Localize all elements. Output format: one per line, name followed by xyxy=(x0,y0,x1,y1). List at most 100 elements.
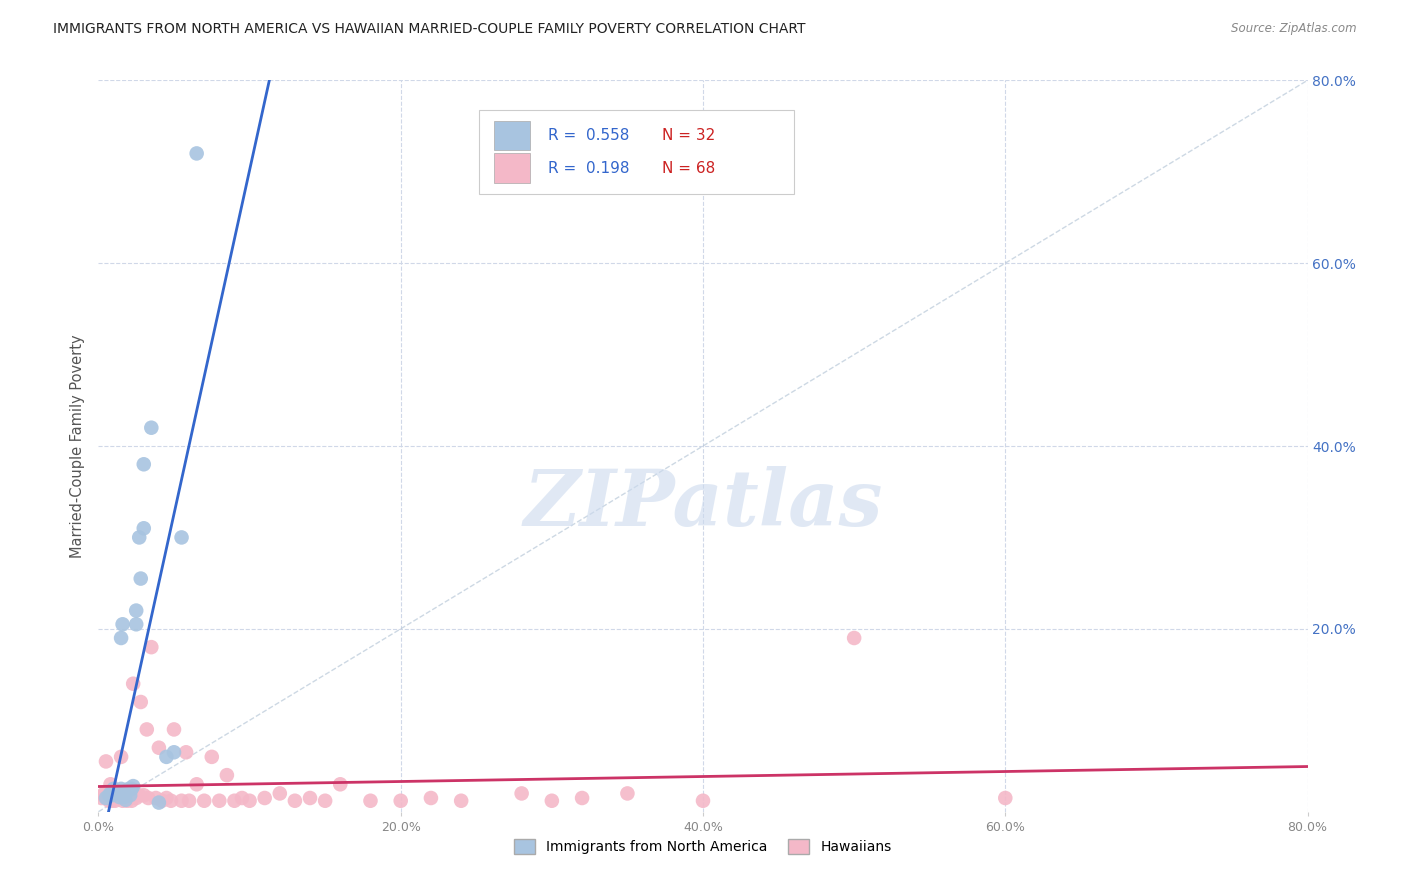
Point xyxy=(90,791,112,805)
Point xyxy=(104,794,127,808)
Point xyxy=(163,723,186,737)
Point xyxy=(145,791,167,805)
Point xyxy=(314,794,336,808)
Point xyxy=(107,784,129,798)
Point xyxy=(141,421,163,435)
Point xyxy=(208,794,231,808)
Bar xyxy=(494,120,530,150)
Text: N = 32: N = 32 xyxy=(662,128,714,143)
Point xyxy=(129,572,152,586)
Point xyxy=(510,787,533,801)
Point xyxy=(179,794,201,808)
Point xyxy=(125,603,148,617)
Point xyxy=(93,787,115,801)
Bar xyxy=(494,153,530,183)
Point xyxy=(112,790,135,805)
Point xyxy=(692,794,714,808)
Y-axis label: Married-Couple Family Poverty: Married-Couple Family Poverty xyxy=(70,334,86,558)
Point xyxy=(420,791,443,805)
Point xyxy=(129,695,152,709)
Point xyxy=(94,784,117,798)
Text: R =  0.198: R = 0.198 xyxy=(548,161,630,176)
Point xyxy=(98,789,121,803)
Point xyxy=(103,784,125,798)
Point xyxy=(101,787,124,801)
Point xyxy=(125,791,148,805)
Point xyxy=(148,740,170,755)
Point xyxy=(114,787,136,801)
Point xyxy=(118,791,141,805)
Point xyxy=(100,787,122,801)
Point xyxy=(253,791,276,805)
Point xyxy=(201,749,224,764)
Point xyxy=(94,755,117,769)
Point xyxy=(132,789,155,803)
Point xyxy=(114,793,136,807)
Point xyxy=(616,787,638,801)
Point xyxy=(121,794,143,808)
Point xyxy=(105,791,128,805)
Point xyxy=(136,791,159,805)
Text: ZIPatlas: ZIPatlas xyxy=(523,467,883,542)
Point xyxy=(132,457,155,471)
Point xyxy=(107,787,129,801)
Point xyxy=(170,530,193,544)
Point xyxy=(284,794,307,808)
Point xyxy=(269,787,291,801)
Point xyxy=(100,777,122,791)
Point xyxy=(94,791,117,805)
Point xyxy=(91,789,114,803)
Point xyxy=(994,791,1017,805)
Point xyxy=(193,794,215,808)
Point xyxy=(103,789,125,803)
Point xyxy=(571,791,593,805)
Point xyxy=(224,794,246,808)
Point xyxy=(132,521,155,535)
Point xyxy=(118,781,141,796)
Point xyxy=(115,794,138,808)
Point xyxy=(115,784,138,798)
Point xyxy=(120,789,142,803)
Point xyxy=(540,794,562,808)
Point xyxy=(121,781,143,796)
Point xyxy=(135,723,157,737)
Text: Source: ZipAtlas.com: Source: ZipAtlas.com xyxy=(1232,22,1357,36)
Point xyxy=(186,777,208,791)
Point xyxy=(215,768,238,782)
Point xyxy=(110,631,132,645)
Point xyxy=(110,789,132,803)
Point xyxy=(98,789,121,803)
Text: IMMIGRANTS FROM NORTH AMERICA VS HAWAIIAN MARRIED-COUPLE FAMILY POVERTY CORRELAT: IMMIGRANTS FROM NORTH AMERICA VS HAWAIIA… xyxy=(53,22,806,37)
Point xyxy=(128,789,150,803)
Point xyxy=(101,789,124,803)
FancyBboxPatch shape xyxy=(479,110,793,194)
Point xyxy=(844,631,866,645)
Point xyxy=(103,791,125,805)
Point xyxy=(122,676,145,690)
Point xyxy=(111,617,134,632)
Point xyxy=(450,794,472,808)
Text: N = 68: N = 68 xyxy=(662,161,714,176)
Point xyxy=(122,779,145,793)
Point xyxy=(114,789,136,803)
Point xyxy=(329,777,352,791)
Point xyxy=(163,745,186,759)
Point xyxy=(125,617,148,632)
Point xyxy=(112,791,135,805)
Point xyxy=(108,790,131,805)
Point xyxy=(299,791,322,805)
Point xyxy=(160,794,183,808)
Point xyxy=(105,787,128,801)
Point xyxy=(148,796,170,810)
Point xyxy=(110,749,132,764)
Point xyxy=(239,794,262,808)
Point xyxy=(141,640,163,655)
Point xyxy=(155,791,177,805)
Point xyxy=(360,794,382,808)
Point xyxy=(186,146,208,161)
Point xyxy=(150,794,173,808)
Text: R =  0.558: R = 0.558 xyxy=(548,128,630,143)
Point xyxy=(110,781,132,796)
Point xyxy=(231,791,253,805)
Point xyxy=(96,791,118,805)
